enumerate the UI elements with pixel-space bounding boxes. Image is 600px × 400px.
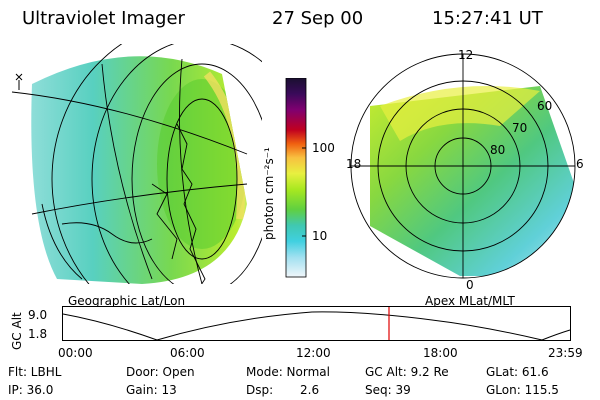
polar-lat-70: 70 (512, 121, 528, 135)
polar-map (350, 53, 576, 279)
flt-info: Flt: LBHL (8, 365, 62, 379)
glon-info: GLon: 115.5 (486, 383, 559, 397)
colorbar-tick-10: 10 (312, 229, 328, 243)
dsp-value: 2.6 (300, 383, 320, 397)
timeline-plot (62, 306, 571, 341)
colorbar (285, 78, 307, 278)
polar-map-label: Apex MLat/MLT (425, 294, 515, 308)
polar-hour-12: 12 (458, 48, 474, 62)
colorbar-unit-label: photon cm⁻²s⁻¹ (262, 147, 276, 240)
ip-info: IP: 36.0 (8, 383, 54, 397)
dsp-label: Dsp: (246, 383, 274, 397)
mode-info: Mode: Normal (246, 365, 330, 379)
geographic-map (11, 44, 262, 284)
geo-map-label: Geographic Lat/Lon (68, 294, 186, 308)
door-info: Door: Open (126, 365, 195, 379)
polar-hour-6: 6 (576, 157, 584, 171)
timeline-y-title: GC Alt (10, 312, 24, 350)
polar-lat-60: 60 (537, 99, 553, 113)
seq-info: Seq: 39 (365, 383, 411, 397)
time-label: 15:27:41 UT (432, 8, 543, 29)
glat-info: GLat: 61.6 (486, 365, 549, 379)
date-label: 27 Sep 00 (272, 8, 364, 29)
instrument-title: Ultraviolet Imager (22, 8, 185, 29)
gain-info: Gain: 13 (126, 383, 177, 397)
timeline-x-tick-4: 23:59 (548, 346, 583, 360)
timeline-x-tick-3: 18:00 (423, 346, 458, 360)
timeline-x-tick-2: 12:00 (296, 346, 331, 360)
timeline-x-tick-1: 06:00 (170, 346, 205, 360)
polar-lat-80: 80 (490, 143, 506, 157)
colorbar-tick-100: 100 (312, 141, 335, 155)
polar-hour-0: 0 (466, 278, 474, 292)
timeline-x-tick-0: 00:00 (58, 346, 93, 360)
timeline-y-tick-min: 1.8 (28, 327, 48, 341)
polar-hour-18: 18 (346, 157, 362, 171)
gc-alt-info: GC Alt: 9.2 Re (365, 365, 449, 379)
timeline-y-tick-max: 9.0 (28, 308, 48, 322)
